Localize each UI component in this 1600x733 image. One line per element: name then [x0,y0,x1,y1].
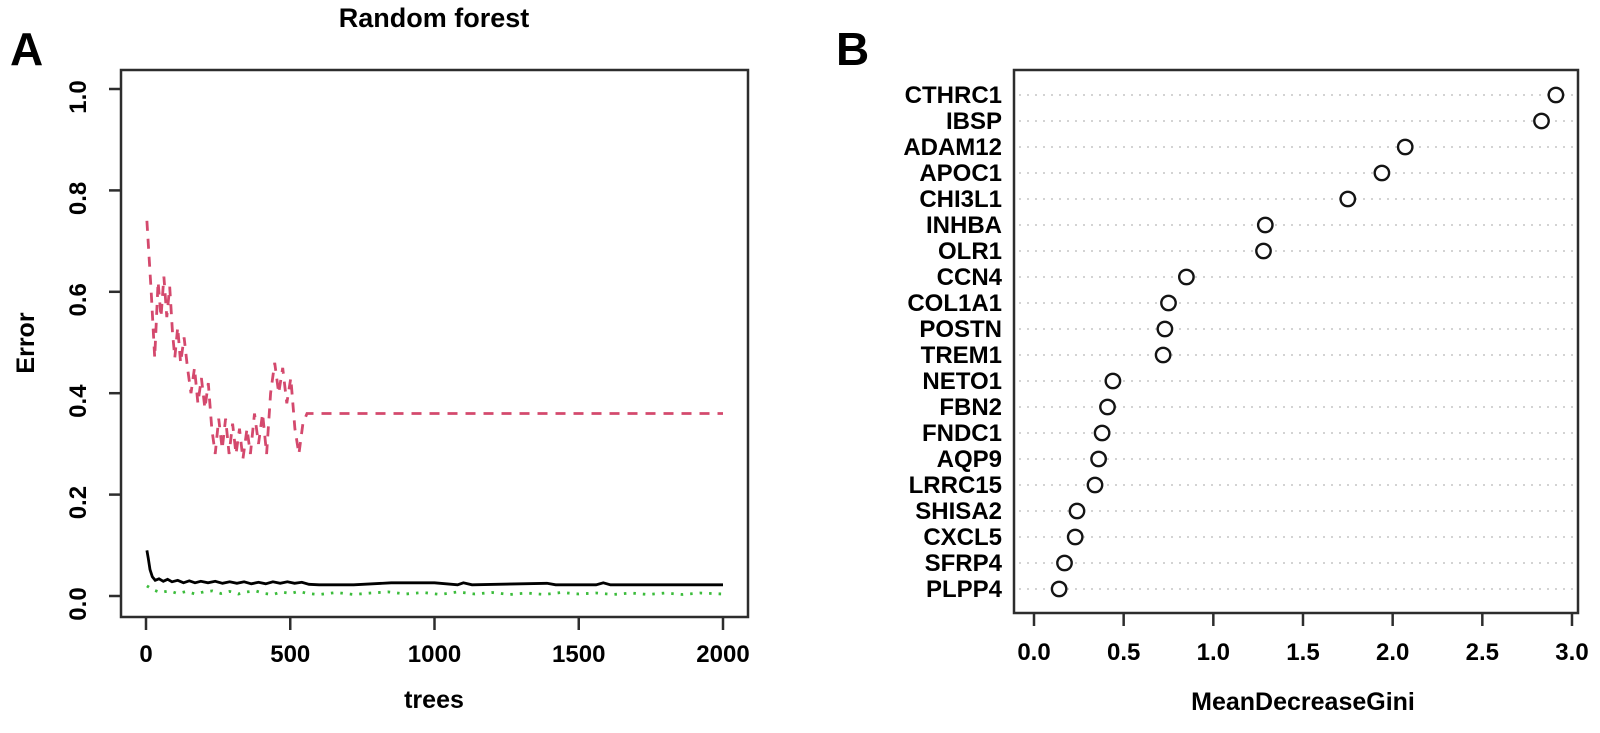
gene-label: LRRC15 [909,472,1002,499]
importance-point [1339,190,1357,208]
x-tick-label: 3.0 [1555,639,1588,666]
gene-label: CXCL5 [923,524,1002,551]
gene-label: PLPP4 [926,576,1003,603]
gene-label: INHBA [926,212,1002,239]
y-tick-label: 1.0 [65,80,92,113]
gene-label: NETO1 [922,368,1002,395]
x-axis-label: trees [404,686,464,714]
gene-label: TREM1 [921,342,1002,369]
x-axis-label: MeanDecreaseGini [1191,688,1415,716]
gene-label: COL1A1 [907,290,1002,317]
importance-point [1056,554,1073,572]
importance-point [1099,398,1116,416]
y-tick-label: 0.6 [65,283,92,316]
importance-point [1177,268,1195,286]
green-dotted-error-line [146,584,724,596]
gene-label: CCN4 [937,264,1003,291]
x-tick-label: 0 [139,641,152,668]
importance-point [1066,528,1084,546]
importance-point [1154,346,1172,364]
importance-point [1090,450,1107,468]
gene-label: CHI3L1 [919,186,1002,213]
black-solid-error-line [145,550,723,587]
importance-point [1104,372,1122,390]
y-axis-label: Error [12,312,40,373]
x-tick-label: 1000 [408,641,461,668]
x-tick-label: 2000 [696,641,749,668]
gene-label: ADAM12 [903,134,1002,161]
gene-label: OLR1 [938,238,1002,265]
x-tick-label: 2.5 [1466,639,1499,666]
x-tick-label: 2.0 [1376,639,1409,666]
gene-label: SHISA2 [915,498,1002,525]
importance-point [1068,502,1086,520]
gene-label: AQP9 [937,446,1002,473]
panel-a-label: A [10,23,44,75]
red-dashed-error-line [145,220,723,460]
panel-b-label: B [836,23,870,75]
y-tick-label: 0.8 [65,182,92,215]
x-tick-label: 0.5 [1107,639,1140,666]
importance-point [1547,86,1565,104]
gene-label: SFRP4 [925,550,1003,577]
plot-box [119,68,750,619]
gene-label: FBN2 [939,394,1002,421]
importance-point [1396,138,1414,156]
importance-point [1086,476,1104,494]
importance-point [1533,112,1550,130]
gene-label: POSTN [919,316,1002,343]
x-tick-label: 0.0 [1017,639,1050,666]
x-tick-label: 500 [270,641,310,668]
gene-label: IBSP [946,108,1002,135]
x-tick-label: 1.0 [1197,639,1230,666]
importance-point [1050,580,1068,598]
gene-label: CTHRC1 [905,82,1002,109]
gene-label: FNDC1 [922,420,1002,447]
importance-point [1156,320,1174,338]
chart-title: Random forest [339,3,530,33]
x-tick-label: 1500 [552,641,605,668]
plot-box [1012,68,1580,615]
gene-label: APOC1 [919,160,1002,187]
importance-point [1373,164,1391,182]
panel-b-mean-decrease-gini-chart: CTHRC1IBSPADAM12APOC1CHI3L1INHBAOLR1CCN4… [903,68,1589,716]
y-tick-label: 0.2 [65,486,92,519]
y-tick-label: 0.4 [65,384,92,418]
x-tick-label: 1.5 [1286,639,1319,666]
importance-point [1160,294,1177,312]
importance-point [1255,242,1272,260]
panel-a-random-forest-error-chart: 0 500 1000 1500 2000 0.0 0.2 0.4 0.6 0.8 1.0 Random… [12,3,750,714]
importance-point [1256,216,1274,234]
y-tick-label: 0.0 [65,587,92,620]
importance-point [1093,424,1111,442]
